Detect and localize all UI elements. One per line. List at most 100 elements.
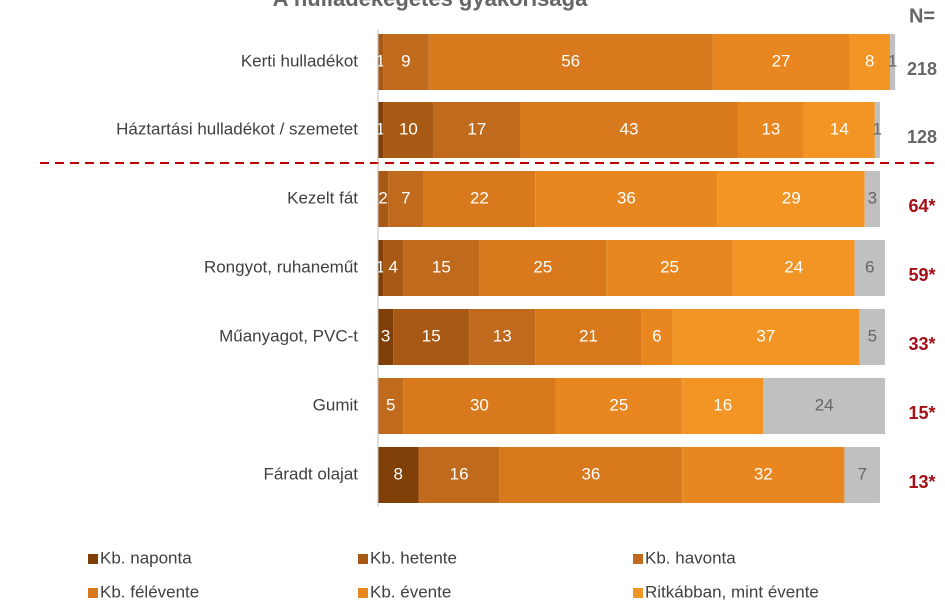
value-label: 6 [652, 326, 661, 345]
value-label: 3 [381, 326, 390, 345]
bar-segment [717, 171, 865, 227]
value-label: 7 [857, 464, 866, 483]
bar-segment [859, 309, 885, 365]
n-label: 64* [908, 196, 935, 216]
n-label: 128 [907, 127, 937, 147]
n-label: 13* [908, 472, 935, 492]
bar-segment [378, 240, 384, 296]
bar-segment [535, 309, 642, 365]
bar-segment [854, 240, 885, 296]
bar-segment [378, 171, 389, 227]
value-label: 13 [493, 326, 512, 345]
value-label: 8 [394, 464, 403, 483]
bar-segment [403, 378, 556, 434]
bar-segment [890, 34, 896, 90]
value-label: 4 [388, 257, 397, 276]
value-label: 14 [830, 119, 849, 138]
value-label: 36 [581, 464, 600, 483]
value-label: 6 [865, 257, 874, 276]
bar-segment [393, 309, 470, 365]
bar-segment [378, 447, 419, 503]
legend-label: Kb. hetente [370, 548, 457, 567]
bar-segment [874, 102, 880, 158]
chart-title: A hulladékégetés gyakorisága [273, 0, 588, 11]
legend-label: Kb. naponta [100, 548, 192, 567]
value-label: 25 [533, 257, 552, 276]
bar-segment [864, 171, 880, 227]
value-label: 25 [660, 257, 679, 276]
value-label: 5 [868, 326, 877, 345]
bar-segment [712, 34, 850, 90]
n-label: 218 [907, 59, 937, 79]
bar-segment [418, 447, 500, 503]
legend-label: Ritkábban, mint évente [645, 582, 819, 601]
bar-segment [606, 240, 733, 296]
value-label: 15 [422, 326, 441, 345]
bar-segment [479, 240, 607, 296]
value-label: 1 [376, 257, 385, 276]
bar-segment [378, 378, 404, 434]
category-label: Rongyot, ruhaneműt [204, 257, 358, 276]
bar-segment [732, 240, 855, 296]
n-label: 33* [908, 334, 935, 354]
bar-segment [682, 447, 845, 503]
bar-segment [388, 171, 424, 227]
legend-swatch [358, 554, 368, 564]
value-label: 1 [376, 119, 385, 138]
value-label: 7 [401, 188, 410, 207]
bar-segment [803, 102, 875, 158]
bar-segment [428, 34, 713, 90]
value-label: 10 [399, 119, 418, 138]
value-label: 56 [561, 51, 580, 70]
value-label: 27 [772, 51, 791, 70]
value-label: 43 [620, 119, 639, 138]
value-label: 9 [401, 51, 410, 70]
legend-swatch [633, 588, 643, 598]
bar-segment [535, 171, 718, 227]
bar-segment [555, 378, 683, 434]
value-label: 1 [888, 51, 897, 70]
value-label: 16 [713, 395, 732, 414]
bar-segment [469, 309, 536, 365]
bar-segment [849, 34, 891, 90]
n-label: 15* [908, 403, 935, 423]
n-label: 59* [908, 265, 935, 285]
bar-segment [378, 34, 384, 90]
bar-segment [383, 34, 429, 90]
bar-segment [737, 102, 804, 158]
bar-segment [378, 309, 394, 365]
value-label: 24 [784, 257, 803, 276]
value-label: 37 [756, 326, 775, 345]
value-label: 2 [378, 188, 387, 207]
value-label: 21 [579, 326, 598, 345]
value-label: 32 [754, 464, 773, 483]
bar-segment [641, 309, 673, 365]
value-label: 1 [873, 119, 882, 138]
legend-label: Kb. félévente [100, 582, 199, 601]
bar-segment [378, 102, 384, 158]
value-label: 29 [782, 188, 801, 207]
bar-segment [433, 102, 520, 158]
category-label: Kezelt fát [287, 188, 358, 207]
category-label: Fáradt olajat [264, 464, 359, 483]
bar-segment [403, 240, 480, 296]
legend-swatch [358, 588, 368, 598]
legend-swatch [633, 554, 643, 564]
legend-swatch [88, 554, 98, 564]
category-label: Gumit [313, 395, 359, 414]
bar-segment [763, 378, 885, 434]
value-label: 8 [865, 51, 874, 70]
n-header: N= [909, 5, 935, 27]
value-label: 30 [470, 395, 489, 414]
bar-segment [499, 447, 683, 503]
bar-segment [423, 171, 536, 227]
legend-swatch [88, 588, 98, 598]
value-label: 15 [432, 257, 451, 276]
value-label: 1 [376, 51, 385, 70]
bar-segment [672, 309, 860, 365]
value-label: 36 [617, 188, 636, 207]
value-label: 22 [470, 188, 489, 207]
bar-segment [682, 378, 764, 434]
bar-segment [383, 240, 404, 296]
